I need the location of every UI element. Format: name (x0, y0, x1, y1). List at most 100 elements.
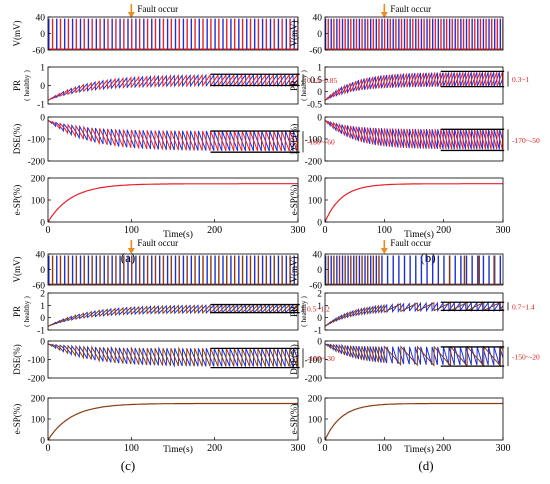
y-tick-label: 0 (317, 437, 322, 447)
esp-curve (325, 402, 503, 440)
y-tick-label: 0 (40, 437, 45, 447)
traces (325, 301, 503, 327)
y-tick-label: 1 (40, 64, 45, 74)
traces (325, 402, 503, 440)
y-axis-label: PR (289, 80, 299, 91)
y-tick-label: 40 (36, 14, 46, 24)
y-tick-label: 1 (317, 64, 322, 74)
trace-line-2 (325, 72, 503, 101)
y-tick-label: -1 (37, 101, 45, 111)
subplot-dse: -170~-50 0 -100 -200 DSE(%) (289, 114, 540, 168)
trace-line-1 (48, 303, 298, 327)
y-tick-label: 0 (40, 314, 45, 324)
fault-arrow-head (380, 12, 388, 18)
traces (325, 120, 503, 150)
x-tick-label: 200 (207, 443, 222, 454)
y-axis-label: PR (12, 80, 22, 91)
y-axis-label: DSE(%) (289, 124, 299, 155)
trace-line-1 (48, 73, 298, 101)
traces (48, 73, 298, 101)
panel-label: (d) (418, 458, 433, 473)
x-axis-label: Time(s) (163, 444, 193, 455)
y-axis-label: V(mV) (12, 21, 22, 47)
y-tick-label: -1 (37, 327, 45, 337)
traces (325, 18, 503, 50)
axes-box (47, 16, 299, 51)
traces (325, 255, 503, 285)
subplot-v: 40 0 -60 V(mV) (289, 14, 504, 57)
x-tick-label: 300 (496, 443, 511, 454)
trace-line-1 (325, 301, 503, 327)
fault-label: Fault occur (137, 238, 178, 248)
y-axis-label: DSE(%) (12, 124, 22, 155)
y-tick-label: 100 (308, 416, 323, 426)
subplot-dse: -160~-30 0 -100 -200 DSE(%) (12, 338, 335, 385)
chart-panel-2: Fault occur 40 0 -60 V(mV) 0.3~1 1 0.5 0 -0.5 PR( … (289, 4, 540, 265)
fault-arrow-head (127, 12, 135, 18)
esp-curve (48, 402, 298, 440)
trace-line-1 (48, 120, 298, 152)
y-tick-label: 100 (308, 197, 323, 207)
y-tick-label: -200 (28, 158, 46, 168)
y-tick-label: -100 (305, 356, 323, 366)
traces (48, 183, 298, 222)
y-tick-label: -60 (32, 282, 45, 292)
trace-line-1 (325, 120, 503, 150)
y-axis-label: V(mV) (12, 257, 22, 283)
axes-box (324, 116, 504, 162)
traces (325, 183, 503, 222)
y-tick-label: 0 (40, 82, 45, 92)
band-label: -170~-50 (512, 136, 540, 145)
y-tick-label: 0 (317, 338, 322, 348)
y-axis-label: e-SP(%) (12, 404, 22, 435)
traces (48, 18, 298, 50)
band-label: 0.3~1 (512, 75, 529, 84)
subplot-dse: -150~-20 0 -100 -200 DSE(%) (289, 338, 540, 385)
y-axis-label: V(mV) (289, 21, 299, 47)
traces (48, 343, 298, 368)
trace-line-2 (48, 73, 298, 101)
y-axis-label: e-SP(%) (289, 185, 299, 216)
axes-box (324, 253, 504, 286)
y-tick-label: 1 (40, 302, 45, 312)
y-tick-label: 0 (40, 114, 45, 124)
band-label: -160~-30 (307, 354, 335, 363)
fault-label: Fault occur (390, 4, 431, 14)
y-axis-label: V(mV) (289, 257, 299, 283)
fault-label: Fault occur (137, 4, 178, 14)
y-axis-label-sub: ( healthy ) (299, 296, 308, 327)
y-tick-label: -200 (305, 158, 323, 168)
y-axis-label-sub: ( healthy ) (299, 70, 308, 101)
x-tick-label: 100 (377, 225, 392, 236)
y-tick-label: 100 (31, 197, 46, 207)
subplot-e-sp: 200 100 0 e-SP(%) 0 100 200 300 (289, 395, 511, 455)
y-tick-label: 40 (36, 251, 46, 261)
axes-box (324, 66, 504, 105)
trace-line-2 (48, 343, 298, 368)
y-axis-label: e-SP(%) (12, 185, 22, 216)
y-tick-label: -60 (32, 47, 45, 57)
x-axis-label: Time(s) (163, 229, 193, 240)
y-axis-label: e-SP(%) (289, 404, 299, 435)
y-tick-label: 200 (31, 395, 46, 405)
axes-box (324, 16, 504, 51)
y-tick-label: 0 (317, 314, 322, 324)
y-tick-label: -60 (309, 47, 322, 57)
y-tick-label: 0 (40, 219, 45, 229)
traces (48, 303, 298, 327)
traces (325, 72, 503, 101)
traces (48, 402, 298, 440)
axes-box (47, 292, 299, 331)
trace-line-2 (48, 303, 298, 327)
band-label: -150~-20 (512, 353, 540, 362)
y-axis-label: PR (289, 306, 299, 317)
y-tick-label: 0 (317, 219, 322, 229)
y-axis-label: DSE(%) (12, 344, 22, 375)
band-label: -180~-60 (307, 138, 335, 147)
y-tick-label: -60 (309, 282, 322, 292)
subplot-e-sp: 200 100 0 e-SP(%) 0 100 200 300 (12, 175, 306, 237)
y-axis-label: PR (12, 306, 22, 317)
